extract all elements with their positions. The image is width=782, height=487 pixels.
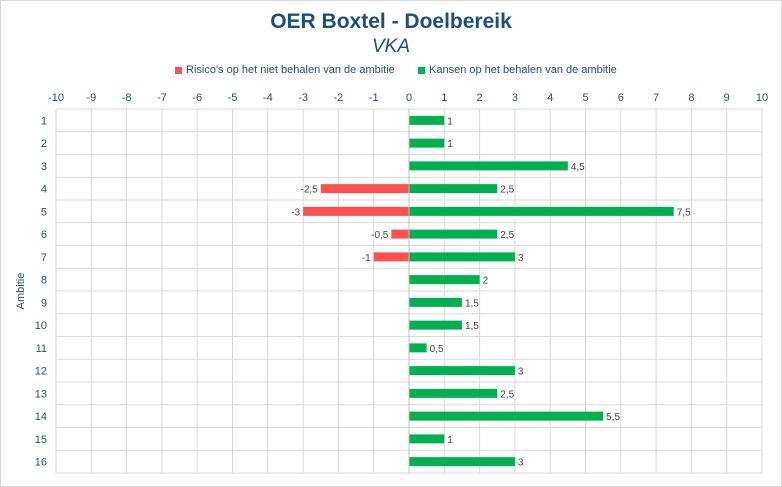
legend-item-opportunities: Kansen op het behalen van de ambitie [418,64,617,76]
data-label-opportunity: 1 [447,139,453,150]
data-label-opportunity: 5,5 [606,412,620,423]
bar-opportunity [409,434,445,444]
bar-opportunity [409,138,445,148]
category-label: 13 [35,388,47,400]
bar-opportunity [409,184,498,194]
bar-opportunity [409,229,498,239]
x-tick-label: -4 [263,92,273,104]
legend-item-risks: Risico's op het niet behalen van de ambi… [175,64,395,76]
x-tick-label: 6 [618,92,624,104]
x-tick-label: 7 [653,92,659,104]
data-label-opportunity: 0,5 [430,344,444,355]
bar-opportunity [409,411,604,421]
legend-swatch-risks [175,66,182,74]
y-axis-title: Ambitie [15,273,27,310]
bar-risk [373,252,409,262]
category-label: 7 [41,252,47,264]
bar-risk [320,184,409,194]
category-label: 6 [41,229,47,241]
x-tick-label: -8 [122,92,132,104]
legend-label-risks: Risico's op het niet behalen van de ambi… [186,64,395,76]
data-label-opportunity: 2,5 [500,389,514,400]
x-tick-label: 5 [582,92,588,104]
data-label-opportunity: 1 [447,435,453,446]
x-tick-label: 10 [756,92,768,104]
x-tick-label: -7 [157,92,167,104]
bar-opportunity [409,252,515,262]
category-label: 11 [36,343,47,355]
category-label: 14 [35,411,47,423]
x-tick-label: -9 [86,92,96,104]
x-tick-label: 4 [547,92,553,104]
bar-opportunity [409,457,515,467]
category-label: 16 [35,457,47,469]
data-label-opportunity: 2,5 [500,185,514,196]
category-label: 12 [35,366,47,378]
x-tick-label: -2 [334,92,344,104]
bar-opportunity [409,275,480,285]
data-label-risk: -2,5 [301,185,319,196]
bar-opportunity [409,297,462,307]
data-label-opportunity: 2 [483,276,489,287]
legend-label-opportunities: Kansen op het behalen van de ambitie [429,64,617,76]
x-tick-label: -3 [298,92,308,104]
bar-opportunity [409,388,498,398]
category-label: 3 [41,161,47,173]
category-label: 9 [41,297,47,309]
category-label: 15 [35,434,47,446]
legend: Risico's op het niet behalen van de ambi… [0,64,782,82]
x-tick-label: 3 [512,92,518,104]
data-label-risk: -0,5 [371,230,389,241]
category-label: 8 [41,275,47,287]
bar-opportunity [409,206,674,216]
x-tick-label: 9 [724,92,730,104]
category-label: 10 [35,320,47,332]
x-tick-label: -10 [48,92,64,104]
category-label: 2 [41,138,47,150]
bar-opportunity [409,161,568,171]
data-label-opportunity: 4,5 [571,162,585,173]
chart-title: OER Boxtel - Doelbereik [270,10,512,33]
x-tick-label: -6 [192,92,202,104]
data-label-risk: -3 [291,207,300,218]
data-label-opportunity: 3 [518,367,524,378]
legend-swatch-opportunities [418,66,425,74]
category-label: 4 [41,184,47,196]
data-label-risk: -1 [362,253,371,264]
x-tick-label: -5 [228,92,238,104]
data-label-opportunity: 7,5 [677,207,691,218]
chart-subtitle: VKA [371,36,411,57]
data-label-opportunity: 2,5 [500,230,514,241]
bar-opportunity [409,115,445,125]
data-label-opportunity: 3 [518,253,524,264]
category-label: 5 [41,206,47,218]
bar-opportunity [409,343,427,353]
data-label-opportunity: 1,5 [465,298,479,309]
x-tick-label: 8 [688,92,694,104]
bar-opportunity [409,366,515,376]
x-tick-label: 1 [441,92,447,104]
bar-risk [303,206,409,216]
x-tick-label: 0 [406,92,412,104]
data-label-opportunity: 3 [518,458,524,469]
data-label-opportunity: 1,5 [465,321,479,332]
x-tick-label: 2 [477,92,483,104]
data-label-opportunity: 1 [447,116,453,127]
bar-risk [391,229,409,239]
bar-opportunity [409,320,462,330]
category-label: 1 [41,115,47,127]
x-tick-label: -1 [369,92,379,104]
